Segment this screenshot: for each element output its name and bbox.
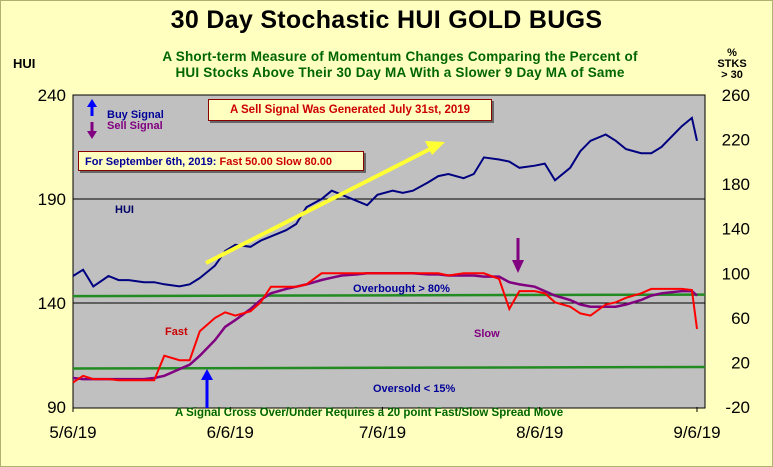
right-tick-label: 20 (731, 353, 750, 372)
oversold-label: Oversold < 15% (373, 383, 456, 395)
september-values: Fast 50.00 Slow 80.00 (219, 156, 333, 168)
oversold-line (72, 365, 706, 370)
sell-signal-arrow (512, 238, 524, 273)
footnote: A Signal Cross Over/Under Requires a 20 … (175, 407, 564, 419)
right-axis-ticks: -20 20 60 100 140 180 220 260 (722, 86, 750, 417)
left-tick-label: 90 (47, 398, 66, 417)
legend-buy-arrow-icon (87, 99, 97, 116)
overbought-line (72, 293, 706, 298)
right-tick-label: -20 (725, 398, 750, 417)
left-axis-ticks: 90 140 190 240 (38, 86, 66, 417)
chart-title: 30 Day Stochastic HUI GOLD BUGS (170, 6, 603, 34)
buy-signal-arrow (201, 369, 213, 408)
slow-series-label: Slow (474, 328, 500, 340)
legend-sell-signal-label: Sell Signal (107, 120, 163, 132)
right-tick-label: 220 (722, 131, 750, 150)
left-tick-label: 140 (38, 294, 66, 313)
left-tick-label: 240 (38, 86, 66, 105)
left-tick-label: 190 (38, 190, 66, 209)
left-axis-title: HUI (13, 56, 36, 71)
chart-subtitle-line1: A Short-term Measure of Momentum Changes… (162, 49, 638, 64)
right-tick-label: 260 (722, 86, 750, 105)
legend-buy-signal-label: Buy Signal (107, 109, 164, 121)
hui-series-line (72, 116, 698, 288)
chart-subtitle-line2: HUI Stocks Above Their 30 Day MA With a … (175, 65, 625, 80)
right-tick-label: 180 (722, 175, 750, 194)
fast-series-line (72, 272, 698, 384)
right-tick-label: 100 (722, 264, 750, 283)
trend-arrow (205, 141, 445, 265)
x-tick-label: 5/6/19 (49, 423, 96, 442)
x-tick-label: 6/6/19 (207, 423, 254, 442)
plot-area (72, 94, 706, 409)
right-axis-title-line2: STKS (717, 58, 747, 70)
x-tick-label: 8/6/19 (516, 423, 563, 442)
sell-signal-note: A Sell Signal Was Generated July 31st, 2… (208, 99, 492, 121)
overbought-label: Overbought > 80% (353, 283, 450, 295)
right-tick-label: 60 (731, 309, 750, 328)
x-tick-label: 9/6/19 (673, 423, 720, 442)
legend-sell-arrow-icon (87, 122, 97, 139)
right-axis-title: % STKS > 30 (712, 48, 752, 81)
x-axis-ticks: 5/6/19 6/6/19 7/6/19 8/6/19 9/6/19 (49, 407, 721, 442)
right-tick-label: 140 (722, 220, 750, 239)
x-tick-label: 7/6/19 (359, 423, 406, 442)
right-axis-title-line1: % (727, 47, 737, 59)
september-prefix: For September 6th, 2019: (85, 156, 217, 168)
right-axis-title-line3: > 30 (721, 69, 743, 81)
september-values-box: For September 6th, 2019: Fast 50.00 Slow… (78, 151, 364, 171)
fast-series-label: Fast (165, 326, 188, 338)
hui-series-label: HUI (115, 204, 134, 216)
